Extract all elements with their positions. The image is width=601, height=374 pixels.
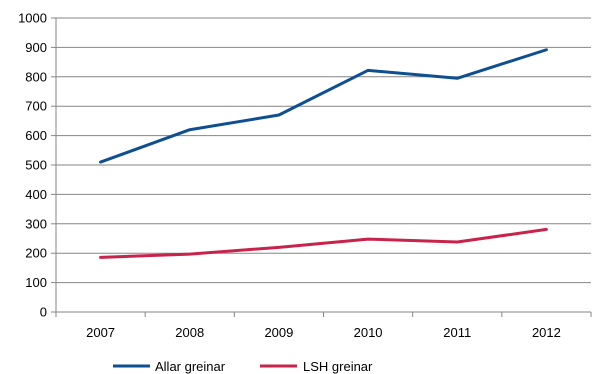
y-tick-label: 300 bbox=[25, 216, 47, 231]
y-tick-label: 0 bbox=[40, 305, 47, 320]
legend: Allar greinar LSH greinar bbox=[113, 359, 373, 374]
legend-item-allar-greinar: Allar greinar bbox=[113, 359, 226, 374]
x-axis-ticks: 2007 2008 2009 2010 2011 2012 bbox=[55, 312, 592, 340]
x-tick-label: 2012 bbox=[532, 325, 561, 340]
y-tick-label: 600 bbox=[25, 128, 47, 143]
y-tick-label: 500 bbox=[25, 158, 47, 173]
legend-label-allar-greinar: Allar greinar bbox=[155, 359, 226, 374]
x-tick-label: 2008 bbox=[175, 325, 204, 340]
y-tick-label: 700 bbox=[25, 99, 47, 114]
y-tick-label: 900 bbox=[25, 40, 47, 55]
y-tick-label: 400 bbox=[25, 187, 47, 202]
y-tick-label: 1000 bbox=[18, 11, 47, 26]
y-tick-label: 200 bbox=[25, 246, 47, 261]
series-line-lsh-greinar bbox=[99, 227, 548, 259]
legend-label-lsh-greinar: LSH greinar bbox=[303, 359, 373, 374]
gridlines bbox=[56, 17, 591, 284]
series-lines bbox=[99, 48, 548, 259]
y-axis-ticks: 0 100 200 300 400 500 600 700 800 900 1000 bbox=[18, 11, 56, 320]
x-tick-label: 2007 bbox=[86, 325, 115, 340]
x-tick-label: 2011 bbox=[443, 325, 471, 340]
y-tick-label: 100 bbox=[25, 275, 47, 290]
x-tick-label: 2010 bbox=[354, 325, 383, 340]
x-tick-label: 2009 bbox=[264, 325, 293, 340]
legend-item-lsh-greinar: LSH greinar bbox=[260, 359, 373, 374]
series-line-allar-greinar bbox=[99, 48, 548, 164]
y-tick-label: 800 bbox=[25, 69, 47, 84]
